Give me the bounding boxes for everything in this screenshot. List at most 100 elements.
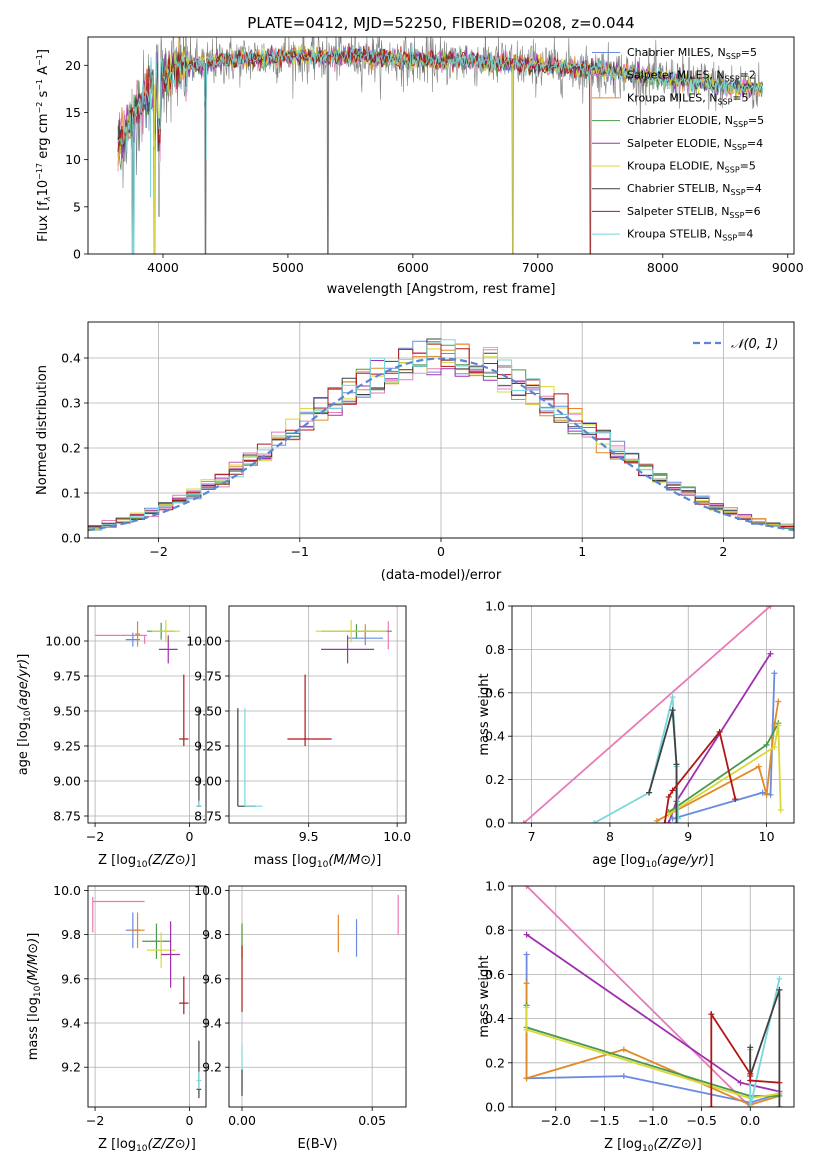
y-tick-label: 9.50 — [194, 704, 222, 719]
series-line — [648, 709, 678, 823]
mass-weight-series — [665, 722, 784, 818]
series-marker — [776, 975, 783, 982]
y-tick-label: 0.4 — [485, 1011, 505, 1026]
y-tick-label: 10.0 — [194, 883, 222, 898]
series-marker — [669, 694, 676, 701]
legend-entry: Chabrier MILES, NSSP=5 — [627, 46, 757, 61]
x-tick-label: 6000 — [397, 260, 429, 275]
series-marker — [777, 806, 784, 813]
model-spectrum-line — [117, 42, 764, 254]
y-tick-label: 9.6 — [202, 971, 222, 986]
errorbar-point — [321, 635, 375, 664]
legend-entry: Chabrier STELIB, NSSP=4 — [627, 182, 762, 197]
x-tick-label: −2 — [86, 1113, 104, 1128]
errorbar-point — [315, 620, 387, 643]
y-tick-label: 9.2 — [61, 1060, 81, 1075]
grid — [88, 606, 206, 823]
x-tick-label: 2 — [719, 544, 727, 559]
series-marker — [673, 820, 680, 823]
x-axis-label: Z [log10(Z/Z⊙)] — [98, 1137, 196, 1154]
age-vs-mass-panel: 9.5 10.0 8.75 9.00 9.25 9.50 9.75 10.00 mass [lo… — [186, 605, 411, 870]
gaussian-curve — [88, 357, 794, 532]
series-marker — [523, 951, 530, 958]
errorbar-point — [196, 1071, 202, 1090]
y-tick-label: 8.75 — [194, 809, 222, 824]
y-tick-label: 0.4 — [485, 729, 505, 744]
mass-vs-z-panel: −2 0 9.2 9.4 9.6 9.8 10.0 Z [log10(Z/Z⊙)] mass [… — [26, 883, 207, 1154]
series-marker — [771, 670, 778, 677]
series-marker — [673, 761, 680, 768]
y-tick-label: 0.6 — [485, 685, 505, 700]
y-tick-label: 1.0 — [485, 599, 505, 614]
series-line — [523, 606, 772, 823]
y-tick-label: 9.00 — [194, 774, 222, 789]
x-tick-label: 0.0 — [740, 1113, 760, 1128]
x-tick-label: −2 — [149, 544, 167, 559]
x-tick-label: −0.5 — [686, 1113, 716, 1128]
y-tick-label: 9.4 — [61, 1016, 81, 1031]
y-tick-label: 9.75 — [194, 669, 222, 684]
x-axis-label: mass [log10(M/M⊙)] — [254, 853, 382, 870]
y-axis-label: mass [log10(M/M⊙)] — [26, 933, 43, 1061]
residuals-legend: 𝒩(0, 1) — [693, 337, 778, 352]
x-tick-label: 0 — [437, 544, 445, 559]
y-tick-label: 9.50 — [53, 704, 81, 719]
y-tick-label: 0.8 — [485, 923, 505, 938]
y-tick-label: 0.1 — [61, 486, 81, 501]
y-tick-label: 9.25 — [53, 739, 81, 754]
x-tick-label: −1 — [291, 544, 309, 559]
y-tick-label: 0.0 — [485, 816, 505, 831]
errorbar-point — [158, 635, 178, 664]
model-spectrum-line — [117, 43, 591, 254]
series-marker — [523, 931, 530, 938]
y-axis-label: Flux [fλ10−17 erg cm−2 s−1 A−1] — [35, 49, 52, 242]
y-tick-label: 10.00 — [186, 634, 222, 649]
x-tick-label: 1 — [578, 544, 586, 559]
series-marker — [520, 820, 527, 823]
axes-frame — [511, 605, 795, 824]
axes-frame — [87, 885, 207, 1108]
y-tick-label: 10.0 — [53, 883, 81, 898]
x-axis-label: E(B-V) — [297, 1137, 337, 1152]
errorbar-point — [130, 912, 145, 948]
legend-entry: Salpeter ELODIE, NSSP=4 — [627, 137, 763, 152]
axes-frame — [511, 885, 795, 1108]
y-tick-label: 0.3 — [61, 396, 81, 411]
axes-frame — [87, 605, 207, 824]
y-tick-label: 9.6 — [61, 971, 81, 986]
mass-weight-series — [646, 707, 680, 823]
series-marker — [665, 793, 672, 800]
y-tick-label: 9.8 — [61, 927, 81, 942]
series-marker — [523, 1004, 530, 1011]
series-line — [525, 886, 751, 1107]
y-tick-label: 1.0 — [485, 879, 505, 894]
series-marker — [775, 722, 782, 729]
legend-entry: Chabrier ELODIE, NSSP=5 — [627, 114, 764, 129]
series-marker — [669, 707, 676, 714]
errorbar-point — [179, 976, 189, 1015]
x-tick-label: 0 — [186, 1113, 194, 1128]
series-marker — [620, 1046, 627, 1053]
y-tick-label: 0.6 — [485, 967, 505, 982]
series-marker — [620, 1073, 627, 1080]
x-tick-label: 9.5 — [299, 829, 319, 844]
errorbar-point — [135, 621, 140, 647]
y-tick-label: 15 — [65, 105, 81, 120]
x-tick-label: 9000 — [772, 260, 804, 275]
series-marker — [747, 1070, 754, 1077]
x-tick-label: 4000 — [147, 260, 179, 275]
histogram-step-line — [88, 339, 794, 538]
y-tick-label: 0.4 — [61, 351, 81, 366]
series-marker — [523, 1026, 530, 1033]
series-line — [525, 1007, 780, 1100]
y-tick-label: 0.0 — [61, 531, 81, 546]
y-tick-label: 10 — [65, 152, 81, 167]
y-tick-label: 9.00 — [53, 774, 81, 789]
series-marker — [661, 820, 668, 823]
y-tick-label: 0.8 — [485, 642, 505, 657]
y-tick-label: 9.4 — [202, 1016, 222, 1031]
x-tick-label: 7 — [528, 829, 536, 844]
series-marker — [763, 741, 770, 748]
x-tick-label: −2 — [86, 829, 104, 844]
